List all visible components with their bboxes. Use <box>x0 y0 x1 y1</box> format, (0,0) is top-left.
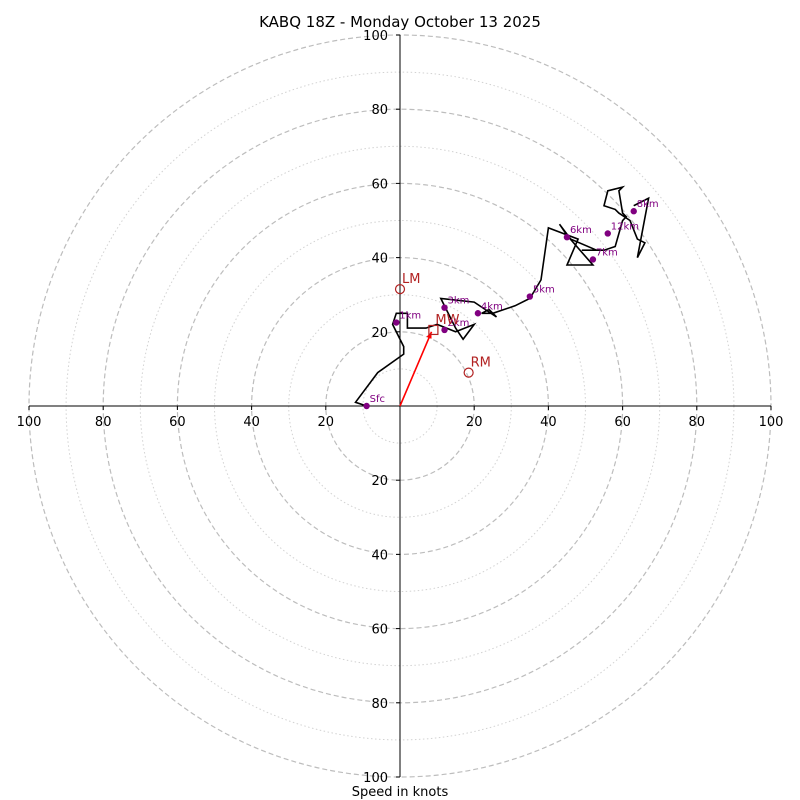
x-tick-label: 60 <box>169 415 186 430</box>
height-label-8km: 8km <box>637 199 659 210</box>
storm-motion-label-rm: RM <box>471 356 491 371</box>
height-label-1km: 1km <box>399 311 421 322</box>
height-marker-4km <box>474 310 482 317</box>
y-tick-label: 100 <box>363 29 388 44</box>
height-marker-3km <box>441 304 448 311</box>
y-tick-label: 100 <box>363 771 388 786</box>
height-marker-5km <box>526 293 534 300</box>
mean-wind-arrowhead <box>426 331 432 339</box>
height-marker-8km <box>630 208 637 215</box>
x-tick-label: 20 <box>318 415 335 430</box>
y-tick-label: 60 <box>371 623 388 638</box>
chart-title: KABQ 18Z - Monday October 13 2025 <box>259 13 541 31</box>
y-tick-label: 40 <box>371 252 388 267</box>
height-markers: Sfc 1km 2km 3km 4km 5km 6km 7km 8km 12km <box>363 199 659 410</box>
height-label-7km: 7km <box>596 247 618 258</box>
hodograph-series <box>354 185 650 407</box>
height-label-sfc: Sfc <box>370 394 385 405</box>
storm-motion-marker-lm <box>394 284 406 295</box>
height-label-12km: 12km <box>611 221 639 232</box>
storm-motion-label-mw: MW <box>435 313 459 328</box>
height-label-5km: 5km <box>533 285 555 296</box>
x-tick-label: 20 <box>466 415 483 430</box>
storm-motion-label-lm: LM <box>402 272 420 287</box>
x-tick-label: 40 <box>540 415 557 430</box>
storm-motion-markers: LM RM MW <box>394 272 491 407</box>
height-label-3km: 3km <box>448 296 470 307</box>
height-label-6km: 6km <box>570 225 592 236</box>
height-marker-12km <box>604 230 611 237</box>
mean-wind-vector <box>399 331 433 407</box>
x-tick-label: 80 <box>689 415 706 430</box>
y-tick-label: 80 <box>371 697 388 712</box>
height-marker-7km <box>589 256 597 263</box>
x-tick-label: 100 <box>759 415 784 430</box>
x-axis-label: Speed in knots <box>352 785 449 800</box>
height-marker-sfc <box>363 402 370 410</box>
x-tick-label: 40 <box>243 415 260 430</box>
y-tick-label: 20 <box>371 326 388 341</box>
x-tick-label: 100 <box>17 415 42 430</box>
tick-labels: 100 80 60 40 20 20 40 60 80 100 100 80 60 40 20 20 40 60 8… <box>17 29 784 786</box>
height-label-4km: 4km <box>481 301 503 312</box>
x-tick-label: 80 <box>95 415 112 430</box>
storm-motion-marker-rm <box>463 367 474 378</box>
height-marker-1km <box>393 319 400 326</box>
y-tick-label: 40 <box>371 548 388 563</box>
height-marker-6km <box>563 233 571 241</box>
x-tick-label: 60 <box>614 415 631 430</box>
y-tick-label: 60 <box>371 177 388 192</box>
height-label-2km: 2km <box>448 318 470 329</box>
y-tick-label: 80 <box>371 103 388 118</box>
hodograph-line <box>354 185 650 407</box>
height-marker-2km <box>441 326 448 334</box>
y-tick-label: 20 <box>371 474 388 489</box>
storm-motion-marker-mw <box>428 324 439 336</box>
